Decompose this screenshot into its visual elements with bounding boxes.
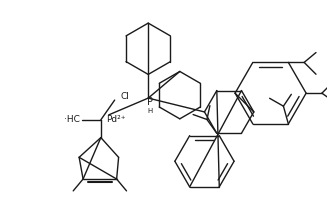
Text: H: H — [148, 108, 153, 114]
Text: Pd²⁺: Pd²⁺ — [106, 115, 125, 124]
Text: ·HC: ·HC — [64, 115, 80, 124]
Text: Cl: Cl — [121, 92, 129, 101]
Text: P: P — [147, 97, 153, 107]
